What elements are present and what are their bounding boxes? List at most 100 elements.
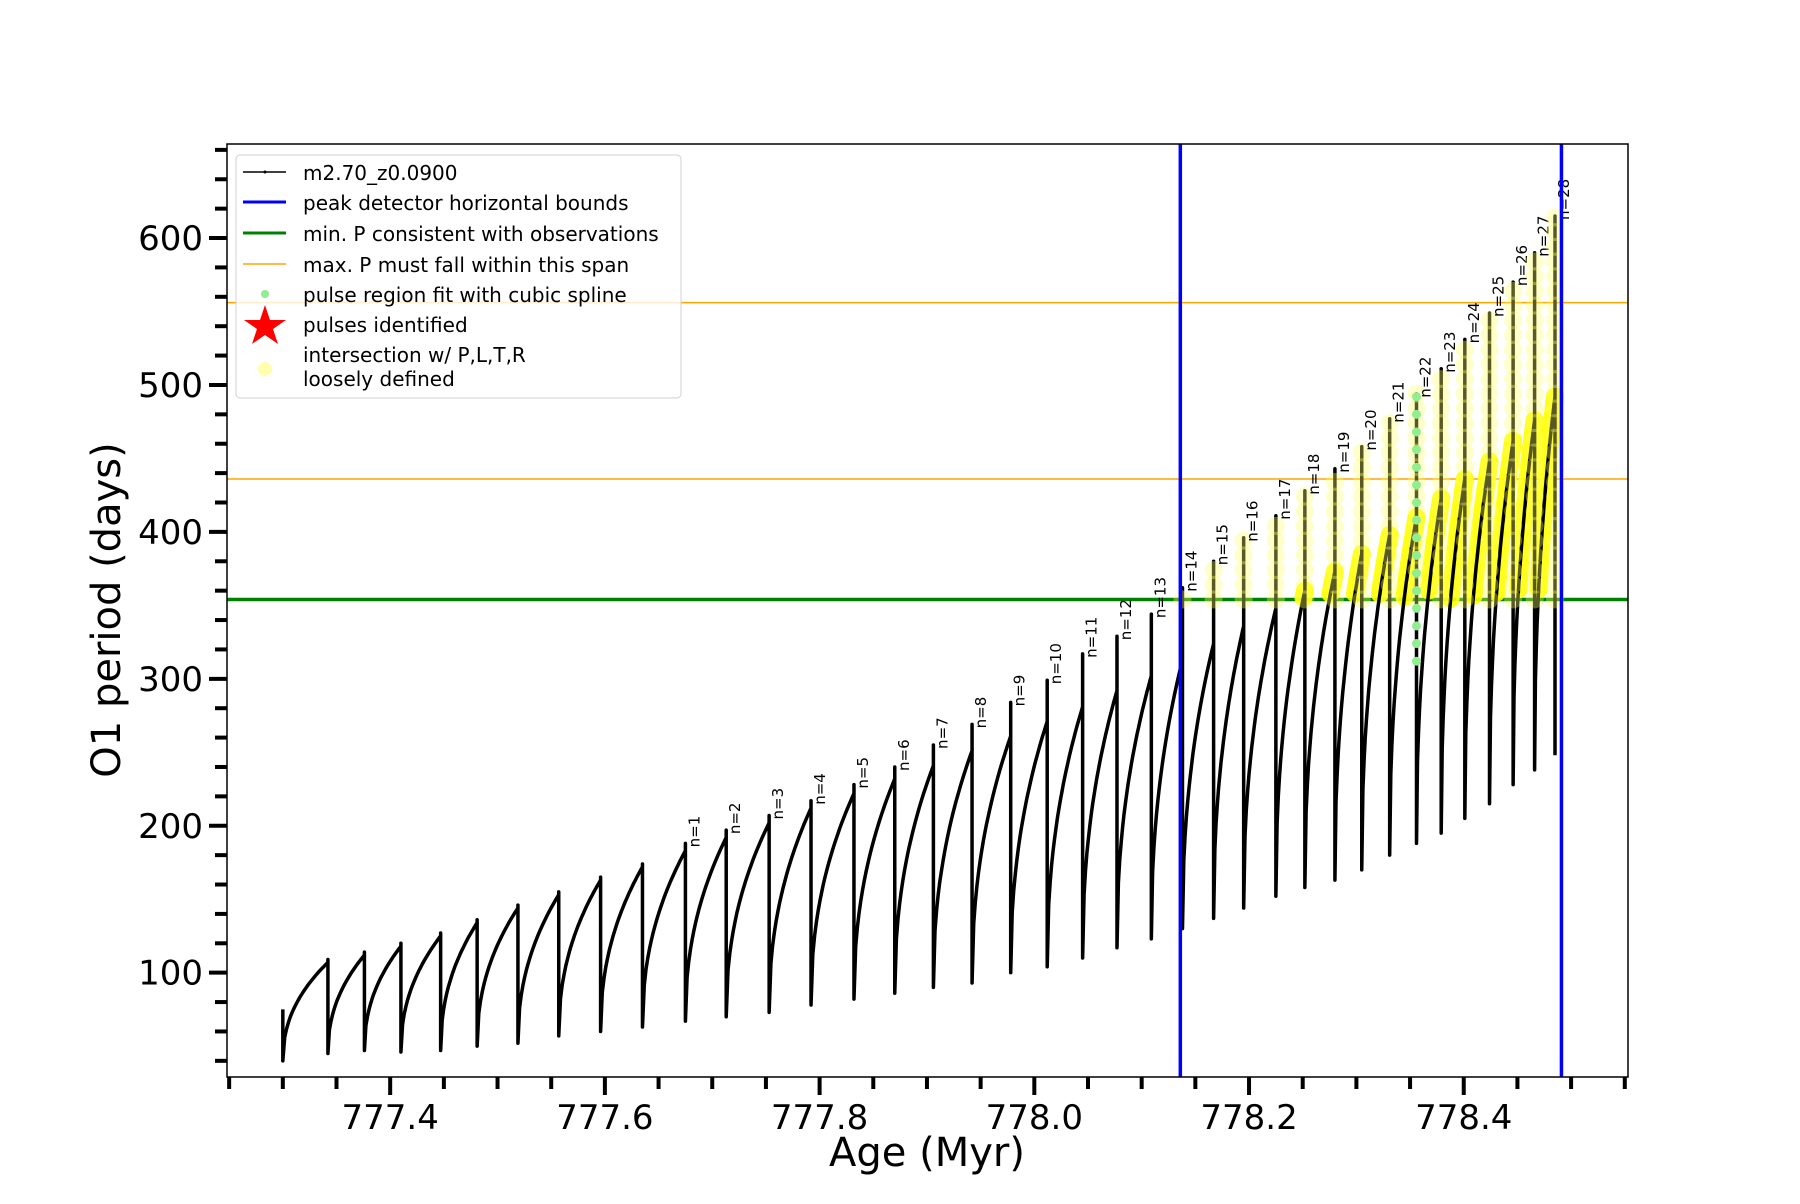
intersection-point — [1432, 517, 1451, 536]
pulse-label: n=24 — [1465, 302, 1483, 343]
intersection-point — [1525, 252, 1544, 271]
spline-point — [1412, 586, 1422, 596]
intersection-point — [1295, 590, 1314, 609]
intersection-point — [1325, 531, 1344, 550]
intersection-point — [1480, 472, 1499, 491]
intersection-point — [1480, 546, 1499, 565]
legend-label-min-p: min. P consistent with observations — [303, 222, 659, 246]
intersection-point — [1407, 399, 1426, 418]
pulse-label: n=1 — [685, 816, 703, 848]
intersection-point — [1325, 575, 1344, 594]
y-tick-label: 200 — [138, 807, 203, 847]
intersection-point — [1455, 340, 1474, 359]
intersection-point — [1480, 355, 1499, 374]
intersection-point — [1525, 487, 1544, 506]
intersection-point — [1455, 590, 1474, 609]
intersection-point — [1432, 370, 1451, 389]
intersection-point — [1504, 561, 1523, 580]
pulse-label: n=15 — [1214, 524, 1232, 565]
intersection-point — [1455, 384, 1474, 403]
pulse-label: n=10 — [1047, 643, 1065, 684]
intersection-point — [1234, 590, 1253, 609]
intersection-point — [1234, 531, 1253, 550]
intersection-point — [1480, 370, 1499, 389]
spline-point — [1412, 498, 1422, 508]
intersection-point — [1545, 296, 1564, 315]
intersection-point — [1480, 561, 1499, 580]
intersection-point — [1380, 458, 1399, 477]
pulse-label: n=7 — [933, 717, 951, 749]
intersection-point — [1407, 517, 1426, 536]
intersection-point — [1545, 340, 1564, 359]
pulse-label: n=20 — [1362, 410, 1380, 451]
pulse-label: n=14 — [1182, 551, 1200, 592]
legend-label-max-p: max. P must fall within this span — [303, 253, 629, 277]
intersection-point — [1455, 502, 1474, 521]
intersection-point — [1325, 561, 1344, 580]
intersection-point — [1504, 281, 1523, 300]
intersection-point — [1525, 531, 1544, 550]
spline-point — [1412, 639, 1422, 649]
intersection-point — [1525, 561, 1544, 580]
intersection-point — [1407, 502, 1426, 521]
intersection-point — [1432, 531, 1451, 550]
intersection-point — [1480, 414, 1499, 433]
intersection-point — [1352, 590, 1371, 609]
pulse-label: n=3 — [769, 788, 787, 820]
pulse-label: n=19 — [1335, 432, 1353, 473]
intersection-point — [1545, 428, 1564, 447]
intersection-point — [1504, 340, 1523, 359]
intersection-point — [1432, 487, 1451, 506]
y-tick-label: 500 — [138, 366, 203, 406]
intersection-point — [1295, 575, 1314, 594]
pulse-label: n=21 — [1390, 382, 1408, 423]
intersection-point — [1525, 370, 1544, 389]
intersection-point — [1504, 575, 1523, 594]
intersection-point — [1525, 340, 1544, 359]
intersection-point — [1380, 546, 1399, 565]
intersection-point — [1525, 326, 1544, 345]
pulse-label: n=18 — [1305, 454, 1323, 495]
legend-label-model: m2.70_z0.0900 — [303, 161, 458, 185]
intersection-point — [1525, 517, 1544, 536]
y-tick-label: 400 — [138, 513, 203, 553]
intersection-point — [1525, 384, 1544, 403]
intersection-point — [1525, 428, 1544, 447]
x-tick-label: 778.0 — [986, 1098, 1083, 1138]
intersection-point — [1480, 458, 1499, 477]
spline-point — [1412, 656, 1422, 666]
intersection-point — [1432, 590, 1451, 609]
intersection-point — [1325, 546, 1344, 565]
pulse-label: n=22 — [1417, 357, 1435, 398]
intersection-point — [1352, 458, 1371, 477]
spline-point — [1412, 550, 1422, 560]
spline-point — [1412, 621, 1422, 631]
intersection-point — [1545, 252, 1564, 271]
intersection-point — [1525, 458, 1544, 477]
intersection-point — [1525, 575, 1544, 594]
intersection-point — [1432, 428, 1451, 447]
intersection-point — [1266, 590, 1285, 609]
intersection-point — [1407, 414, 1426, 433]
intersection-point — [1545, 267, 1564, 286]
intersection-point — [1432, 575, 1451, 594]
intersection-point — [1234, 575, 1253, 594]
spline-point — [1412, 427, 1422, 437]
legend-swatch-model-marker — [263, 170, 267, 174]
legend: m2.70_z0.0900 peak detector horizontal b… — [235, 154, 682, 399]
x-tick-label: 777.8 — [771, 1098, 868, 1138]
intersection-point — [1407, 575, 1426, 594]
legend-label-spline: pulse region fit with cubic spline — [303, 283, 627, 307]
intersection-point — [1545, 326, 1564, 345]
intersection-point — [1504, 326, 1523, 345]
intersection-point — [1545, 208, 1564, 227]
y-tick-label: 300 — [138, 660, 203, 700]
pulse-label: n=2 — [726, 803, 744, 835]
intersection-point — [1352, 502, 1371, 521]
intersection-point — [1480, 326, 1499, 345]
y-tick-label: 100 — [138, 954, 203, 994]
spline-point — [1412, 533, 1422, 543]
intersection-point — [1504, 531, 1523, 550]
intersection-point — [1432, 472, 1451, 491]
intersection-point — [1545, 502, 1564, 521]
